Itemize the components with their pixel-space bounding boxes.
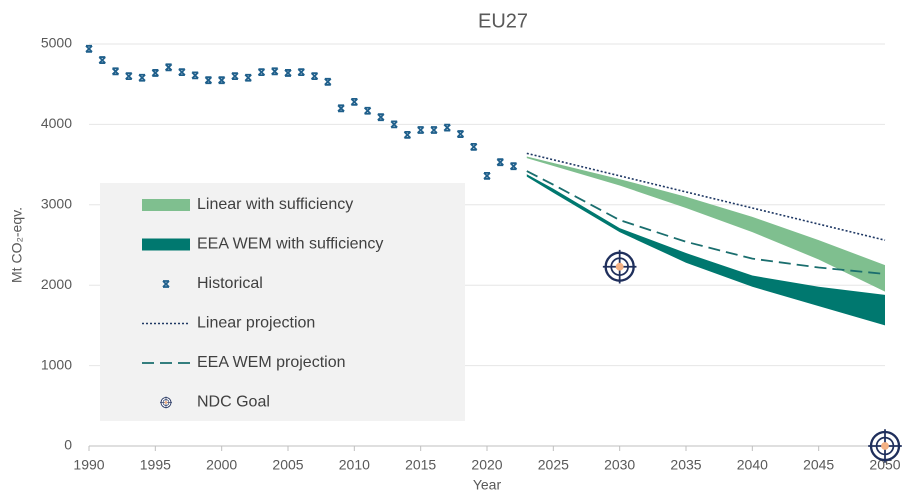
target-center — [881, 442, 889, 450]
historical-point — [98, 56, 106, 64]
historical-point — [443, 123, 451, 132]
historical-point — [417, 126, 425, 134]
historical-point — [111, 67, 120, 76]
legend-box — [100, 183, 465, 421]
line — [526, 152, 886, 241]
historical-point — [138, 73, 146, 82]
legend-label: Linear with sufficiency — [197, 196, 353, 213]
historical-point — [125, 72, 133, 81]
historical-point — [231, 72, 239, 81]
plot-area — [85, 44, 902, 463]
x-tick-label: 2045 — [803, 457, 834, 473]
line — [526, 170, 886, 275]
historical-point — [324, 77, 332, 86]
chart-title: EU27 — [478, 10, 528, 32]
historical-point — [85, 44, 93, 53]
band — [526, 156, 885, 292]
historical-point — [218, 76, 226, 85]
target-center — [615, 262, 624, 271]
y-axis-label: Mt CO₂-eqv. — [9, 207, 25, 283]
historical-point — [350, 97, 358, 106]
historical-point — [483, 171, 491, 180]
historical-point — [377, 113, 385, 122]
x-tick-label: 2005 — [272, 457, 303, 473]
y-tick-label: 1000 — [41, 356, 72, 372]
historical-point — [164, 63, 173, 72]
legend-swatch — [162, 280, 170, 288]
y-tick-label: 2000 — [41, 276, 72, 292]
historical-point — [297, 68, 305, 77]
historical-point — [257, 68, 266, 77]
historical-point — [204, 76, 213, 85]
historical-point — [284, 69, 292, 77]
band — [526, 174, 885, 326]
x-tick-label: 2015 — [405, 457, 436, 473]
target-center — [164, 401, 168, 404]
x-tick-label: 2025 — [538, 457, 569, 473]
historical-point — [470, 143, 478, 151]
historical-point — [509, 162, 518, 171]
legend-swatch — [142, 238, 190, 251]
y-tick-label: 4000 — [41, 115, 72, 131]
grid: 0 1000 2000 3000 4000 5000 1990 1995 2000 2005 201… — [41, 35, 901, 473]
historical-point — [403, 130, 412, 139]
x-tick-label: 2040 — [737, 457, 768, 473]
legend-label: Historical — [197, 275, 263, 292]
historical-point — [151, 69, 159, 77]
historical-point — [310, 72, 319, 81]
historical-point — [191, 71, 199, 80]
historical-point — [244, 73, 252, 82]
x-tick-label: 2030 — [604, 457, 635, 473]
y-tick-label: 5000 — [41, 35, 72, 51]
x-axis-label: Year — [473, 477, 502, 493]
x-tick-label: 2050 — [869, 457, 900, 473]
ndc-goal — [602, 249, 637, 284]
historical-point — [363, 106, 372, 115]
legend-label: EEA WEM projection — [197, 354, 346, 371]
legend-label: Linear projection — [197, 315, 315, 332]
historical-point — [456, 130, 465, 138]
historical-point — [178, 68, 186, 77]
legend-label: NDC Goal — [197, 394, 270, 411]
legend: Linear with sufficiency EEA WEM with suff… — [100, 183, 465, 421]
y-tick-label: 3000 — [41, 196, 72, 212]
historical-point — [430, 126, 438, 134]
historical-point — [390, 120, 398, 129]
x-tick-label: 2020 — [471, 457, 502, 473]
legend-swatch — [160, 396, 172, 409]
historical-point — [337, 104, 345, 113]
x-tick-label: 2035 — [670, 457, 701, 473]
legend-label: EEA WEM with sufficiency — [197, 236, 383, 253]
legend-swatch — [142, 199, 190, 211]
x-tick-label: 2010 — [339, 457, 370, 473]
y-tick-label: 0 — [64, 437, 72, 453]
historical-point — [271, 67, 279, 76]
x-tick-label: 1995 — [140, 457, 171, 473]
historical-point — [496, 158, 504, 167]
x-tick-label: 1990 — [73, 457, 104, 473]
ndc-goal — [868, 429, 902, 463]
x-tick-label: 2000 — [206, 457, 237, 473]
